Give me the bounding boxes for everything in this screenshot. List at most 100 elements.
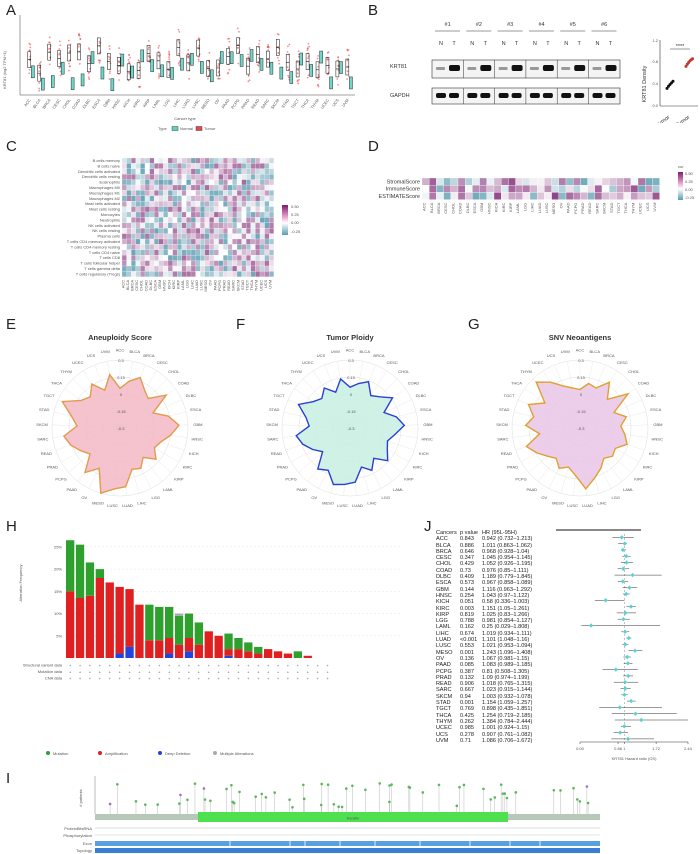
heatmap-cell bbox=[177, 195, 182, 202]
heatmap-cell bbox=[213, 179, 219, 186]
heatmap-cell bbox=[250, 271, 256, 277]
heatmap-cell bbox=[172, 265, 178, 272]
heatmap-cell bbox=[218, 163, 224, 169]
cancer-label: CESC bbox=[51, 98, 62, 110]
heatmap-cell bbox=[223, 157, 228, 164]
cell-type-label: Plasma cells bbox=[98, 234, 120, 239]
cancer-label: LUAD bbox=[181, 98, 191, 110]
heatmap-cell bbox=[172, 255, 178, 261]
forest-row: PAAD 0.085 1.083 (0.989–1.185) bbox=[436, 662, 533, 669]
heatmap-cell bbox=[158, 222, 164, 229]
heatmap-cell bbox=[218, 265, 224, 272]
heatmap-cell bbox=[172, 201, 178, 207]
cancer-label: DLBC bbox=[465, 202, 470, 213]
i-ylabel: # patients bbox=[78, 789, 83, 806]
normal-box bbox=[140, 49, 144, 63]
cell-type-label: B cells naive bbox=[98, 163, 121, 168]
heatmap-cell bbox=[255, 271, 261, 277]
radar-axis-label: THYM bbox=[521, 369, 532, 374]
mutation-lollipop bbox=[340, 805, 344, 809]
heatmap-cell bbox=[515, 192, 523, 200]
cancer-label: LUAD bbox=[537, 202, 542, 213]
heatmap-cell bbox=[250, 201, 256, 207]
heatmap-cell bbox=[121, 244, 127, 250]
heatmap-cell bbox=[236, 168, 242, 175]
heatmap-cell bbox=[154, 179, 159, 186]
panel-a-xlabel: Cancer type bbox=[174, 116, 196, 121]
tumor-point bbox=[228, 37, 230, 40]
forest-row: KIRP 0.819 1.025 (0.83–1.266) bbox=[436, 611, 530, 618]
krt81-normal-band bbox=[592, 67, 602, 70]
heatmap-cell bbox=[177, 228, 182, 234]
j-xtick: 1.72 bbox=[652, 746, 661, 751]
svg-text:+: + bbox=[257, 676, 260, 681]
heatmap-cell bbox=[204, 244, 210, 250]
heatmap-cell bbox=[232, 255, 238, 261]
cancer-label: GBM bbox=[102, 98, 111, 108]
krt81-tumor-band bbox=[511, 65, 523, 71]
heatmap-cell bbox=[190, 201, 196, 207]
heatmap-cell bbox=[223, 201, 228, 207]
heatmap-cell bbox=[154, 217, 159, 223]
track-label: Phosphorylation bbox=[63, 833, 92, 838]
forest-row: LAML 0.162 0.25 (0.029–1.808) bbox=[436, 624, 530, 631]
heatmap-cell bbox=[158, 195, 164, 202]
heatmap-cell bbox=[149, 211, 155, 218]
forest-row: BLCA 0.886 1.011 (0.863–1.062) bbox=[436, 542, 532, 549]
domain-label: Keratin bbox=[347, 816, 360, 821]
heatmap-cell bbox=[135, 174, 141, 180]
radar-axis-label: TGCT bbox=[44, 393, 55, 398]
svg-text:+: + bbox=[287, 663, 290, 668]
cancer-label: LGG bbox=[185, 280, 190, 288]
svg-text:+: + bbox=[237, 670, 240, 675]
heatmap-cell bbox=[163, 244, 169, 250]
topology-track bbox=[95, 848, 600, 853]
heatmap-cell bbox=[227, 271, 233, 277]
mutation-lollipop bbox=[326, 783, 330, 787]
heatmap-cell bbox=[167, 249, 173, 256]
heatmap-cell bbox=[573, 192, 581, 200]
legend-tumor: Tumor bbox=[204, 126, 216, 131]
svg-text:+: + bbox=[188, 663, 191, 668]
heatmap-cell bbox=[200, 260, 205, 267]
h-bar-mutation bbox=[145, 604, 154, 641]
cancer-label: THYM bbox=[309, 98, 320, 110]
mutation-lollipop bbox=[273, 791, 276, 794]
heatmap-cell bbox=[236, 163, 242, 169]
heatmap-cell bbox=[200, 217, 205, 223]
svg-text:+: + bbox=[79, 670, 82, 675]
radar-axis-label: READ bbox=[501, 451, 512, 456]
heatmap-cell bbox=[140, 195, 146, 202]
tumor-point bbox=[207, 77, 209, 80]
track-label: Topology bbox=[76, 848, 92, 853]
mutation-lollipop bbox=[344, 787, 348, 790]
cell-type-label: Macrophages M0 bbox=[89, 185, 121, 190]
heatmap-cell bbox=[609, 192, 617, 200]
radar-axis-label: KIRP bbox=[404, 477, 414, 482]
cancer-label: LAML bbox=[515, 202, 520, 213]
heatmap-cell bbox=[204, 271, 210, 277]
heatmap-cell bbox=[255, 260, 261, 267]
heatmap-cell bbox=[213, 217, 219, 223]
radar-axis-label: LUAD bbox=[122, 503, 133, 508]
para-dot bbox=[671, 79, 675, 83]
legend-tumor-swatch bbox=[195, 126, 203, 131]
heatmap-cell bbox=[259, 190, 265, 196]
svg-text:+: + bbox=[237, 663, 240, 668]
heatmap-cell bbox=[144, 222, 150, 229]
normal-box bbox=[190, 53, 194, 66]
cancer-label: PRAD bbox=[580, 203, 585, 214]
tumor-point bbox=[247, 80, 250, 83]
heatmap-cell bbox=[259, 255, 265, 261]
heatmap-cell bbox=[195, 201, 201, 207]
radar-axis-label: GBM bbox=[193, 422, 202, 427]
svg-text:+: + bbox=[277, 670, 280, 675]
heatmap-cell bbox=[264, 260, 270, 267]
cancer-label: BRCA bbox=[41, 97, 52, 109]
heatmap-cell bbox=[158, 244, 164, 250]
heatmap-cell bbox=[652, 177, 660, 186]
tumor-point bbox=[337, 83, 339, 86]
cell-type-label: Mast cells activated bbox=[85, 201, 120, 206]
tumor-point bbox=[148, 46, 150, 49]
